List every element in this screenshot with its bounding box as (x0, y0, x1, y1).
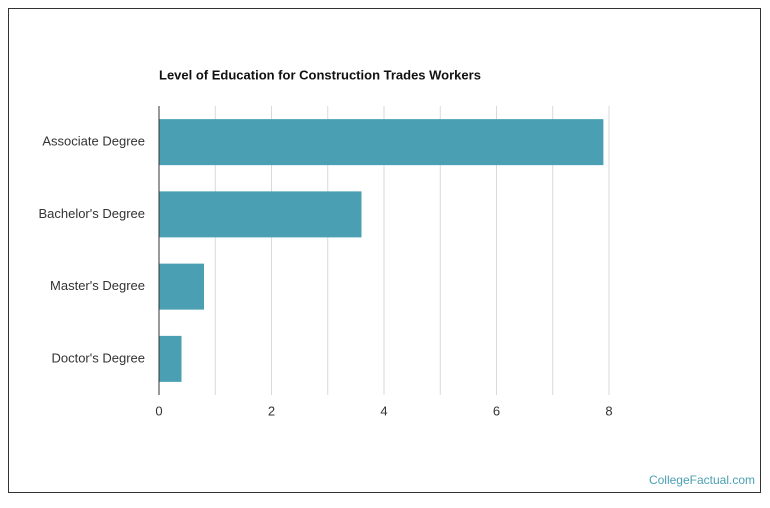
bar (159, 263, 204, 310)
x-tick-label: 4 (380, 403, 387, 418)
bar (159, 119, 604, 166)
footer-link[interactable]: CollegeFactual.com (649, 473, 755, 487)
x-tick-label: 6 (493, 403, 500, 418)
x-tick-label: 2 (268, 403, 275, 418)
chart-title: Level of Education for Construction Trad… (159, 67, 481, 82)
bar (159, 335, 182, 382)
x-tick-label: 8 (605, 403, 612, 418)
y-tick-label: Bachelor's Degree (38, 206, 145, 221)
y-tick-label: Doctor's Degree (51, 350, 145, 365)
y-tick-label: Master's Degree (50, 278, 145, 293)
y-tick-label: Associate Degree (42, 134, 145, 149)
x-tick-label: 0 (155, 403, 162, 418)
bar (159, 191, 362, 238)
